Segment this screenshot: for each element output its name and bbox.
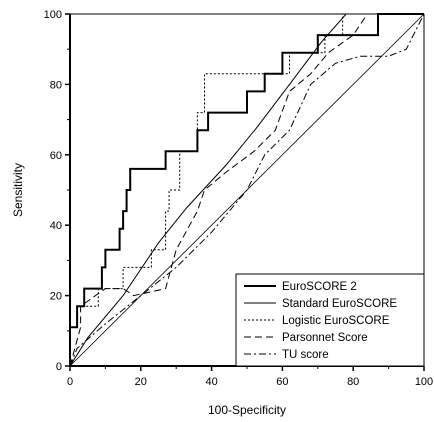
x-tick-label: 60 xyxy=(276,376,288,388)
legend-label: Parsonnet Score xyxy=(282,332,368,344)
legend-label: Standard EuroSCORE xyxy=(282,298,397,310)
y-tick-label: 0 xyxy=(56,361,62,373)
x-tick-label: 40 xyxy=(205,376,217,388)
y-tick-label: 100 xyxy=(44,9,62,21)
series-line-tu-score xyxy=(69,13,425,367)
x-axis-label: 100-Specificity xyxy=(208,403,286,417)
x-tick-label: 0 xyxy=(67,376,73,388)
legend: EuroSCORE 2 Standard EuroSCORE Logistic Eu… xyxy=(235,273,425,367)
y-axis-label: Sensitivity xyxy=(11,163,25,217)
x-tick-label: 100 xyxy=(415,376,433,388)
legend-label: TU score xyxy=(282,349,329,361)
legend-label: EuroSCORE 2 xyxy=(282,281,357,293)
y-tick-label: 20 xyxy=(50,291,62,303)
y-tick-label: 80 xyxy=(50,79,62,91)
x-tick-label: 80 xyxy=(347,376,359,388)
y-tick-label: 40 xyxy=(50,220,62,232)
series-layer xyxy=(69,13,425,367)
series-line-standard-euroscore xyxy=(69,13,424,367)
y-tick-label: 60 xyxy=(50,150,62,162)
series-line-euroscore-2 xyxy=(69,13,424,366)
legend-label: Logistic EuroSCORE xyxy=(282,315,390,327)
legend-box xyxy=(235,273,425,367)
series-line-logistic-euroscore xyxy=(69,13,424,366)
series-line-parsonnet-score xyxy=(69,13,424,367)
x-tick-label: 20 xyxy=(135,376,147,388)
plot-axes: 0 20 40 60 80 100 0 20 40 60 80 100 xyxy=(44,9,434,388)
